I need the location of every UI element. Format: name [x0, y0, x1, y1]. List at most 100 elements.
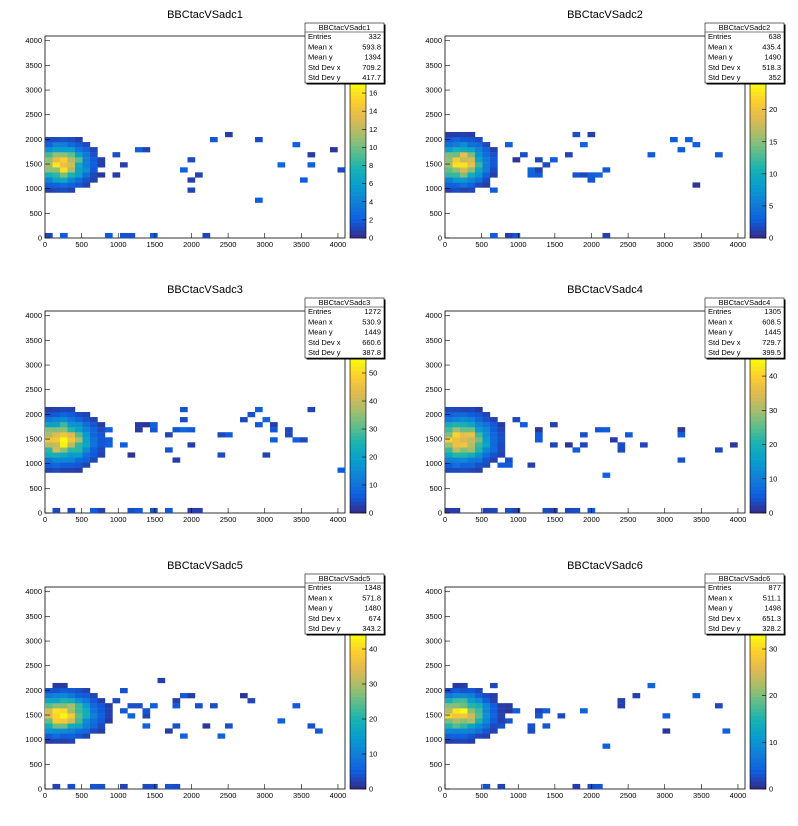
- heatmap-cell: [52, 457, 61, 463]
- heatmap-cell: [52, 182, 61, 188]
- heatmap-cell: [82, 703, 91, 709]
- stats-box-frame: [704, 297, 785, 359]
- heatmap-cell: [97, 427, 106, 433]
- palette-step: [750, 195, 766, 200]
- heatmap-cell: [135, 703, 143, 709]
- heatmap-cell: [180, 693, 188, 699]
- z-tick-label: 10: [769, 738, 777, 747]
- palette-step: [350, 746, 366, 751]
- heatmap-cell: [467, 688, 476, 694]
- palette-step: [350, 187, 366, 193]
- x-tick-label: 3000: [656, 791, 673, 800]
- x-tick-label: 4000: [730, 240, 747, 249]
- heatmap-cell: [460, 713, 468, 719]
- x-tick-label: 2000: [183, 791, 200, 800]
- heatmap-cell: [482, 432, 491, 438]
- heatmap-cell: [602, 427, 611, 433]
- heatmap-cell: [490, 422, 498, 428]
- palette-step: [750, 688, 766, 694]
- heatmap-cell: [467, 432, 476, 438]
- heatmap-cell: [127, 232, 136, 239]
- palette-step: [750, 118, 766, 123]
- heatmap-cell: [195, 507, 203, 514]
- stats-label: Mean x: [708, 42, 733, 51]
- palette-step: [750, 157, 766, 162]
- heatmap-cell: [255, 137, 263, 143]
- heatmap-cell: [602, 167, 611, 173]
- stats-value: 511.1: [763, 593, 781, 602]
- heatmap-cell: [452, 733, 461, 739]
- heatmap-cell: [97, 157, 106, 163]
- palette-step: [350, 462, 366, 468]
- stats-label: Mean y: [708, 604, 733, 613]
- y-tick-label: 2500: [25, 110, 42, 119]
- heatmap-cell: [52, 462, 61, 468]
- heatmap-cell: [445, 147, 453, 153]
- palette-step: [350, 234, 366, 239]
- heatmap-cell: [580, 442, 588, 448]
- heatmap-cell: [52, 157, 61, 163]
- palette-step: [750, 754, 766, 759]
- heatmap-cell: [67, 427, 76, 433]
- heatmap-cell: [67, 733, 76, 739]
- heatmap-cell: [527, 728, 536, 734]
- heatmap-cell: [482, 167, 491, 173]
- y-tick-label: 1000: [25, 735, 42, 744]
- palette-step: [750, 685, 766, 690]
- heatmap-cell: [490, 723, 498, 729]
- heatmap-cell: [445, 182, 453, 188]
- palette-step: [750, 389, 766, 394]
- heatmap-cell: [60, 182, 68, 188]
- heatmap-cell: [482, 708, 491, 714]
- heatmap-cell: [52, 412, 61, 418]
- heatmap-cell: [452, 738, 461, 744]
- x-tick-label: 3500: [693, 515, 710, 524]
- heatmap-cell: [60, 412, 68, 418]
- heatmap-cell: [535, 427, 543, 433]
- heatmap-cell: [490, 457, 498, 463]
- palette-step: [750, 773, 766, 778]
- palette-step: [750, 91, 766, 96]
- heatmap-cell: [225, 723, 233, 729]
- y-tick-label: 500: [429, 209, 442, 218]
- palette-step: [750, 168, 766, 173]
- heatmap-cell: [255, 406, 263, 413]
- heatmap-cell: [542, 162, 551, 168]
- palette-step: [350, 754, 366, 759]
- z-tick-label: 20: [369, 453, 377, 462]
- heatmap-cell: [67, 698, 76, 704]
- heatmap-cell: [452, 131, 461, 138]
- stats-label: Entries: [308, 32, 332, 41]
- x-tick-label: 3000: [656, 515, 673, 524]
- palette-step: [750, 161, 766, 166]
- heatmap-cell: [490, 172, 498, 178]
- y-tick-label: 3000: [425, 637, 442, 646]
- heatmap-cell: [60, 467, 68, 473]
- heatmap-cell: [452, 713, 461, 719]
- heatmap-cell: [52, 447, 61, 453]
- heatmap-cell: [445, 452, 453, 458]
- heatmap-cell: [505, 232, 513, 239]
- z-tick-label: 8: [369, 161, 373, 170]
- palette-step: [750, 366, 766, 371]
- heatmap-cell: [82, 152, 91, 158]
- palette-step: [750, 95, 766, 100]
- stats-label: Mean y: [308, 328, 333, 337]
- palette-step: [750, 99, 766, 104]
- heatmap-cell: [452, 422, 461, 428]
- heatmap-cell: [692, 182, 701, 188]
- heatmap-cell: [45, 457, 53, 463]
- heatmap-cell: [467, 713, 476, 719]
- heatmap-cell: [490, 442, 498, 448]
- heatmap-cell: [602, 232, 611, 239]
- palette-step: [750, 638, 766, 643]
- palette-step: [350, 439, 366, 444]
- heatmap-cell: [105, 713, 113, 719]
- palette-step: [350, 95, 366, 100]
- heatmap-cell: [52, 437, 61, 443]
- heatmap-cell: [97, 172, 106, 178]
- heatmap-cell: [475, 177, 483, 183]
